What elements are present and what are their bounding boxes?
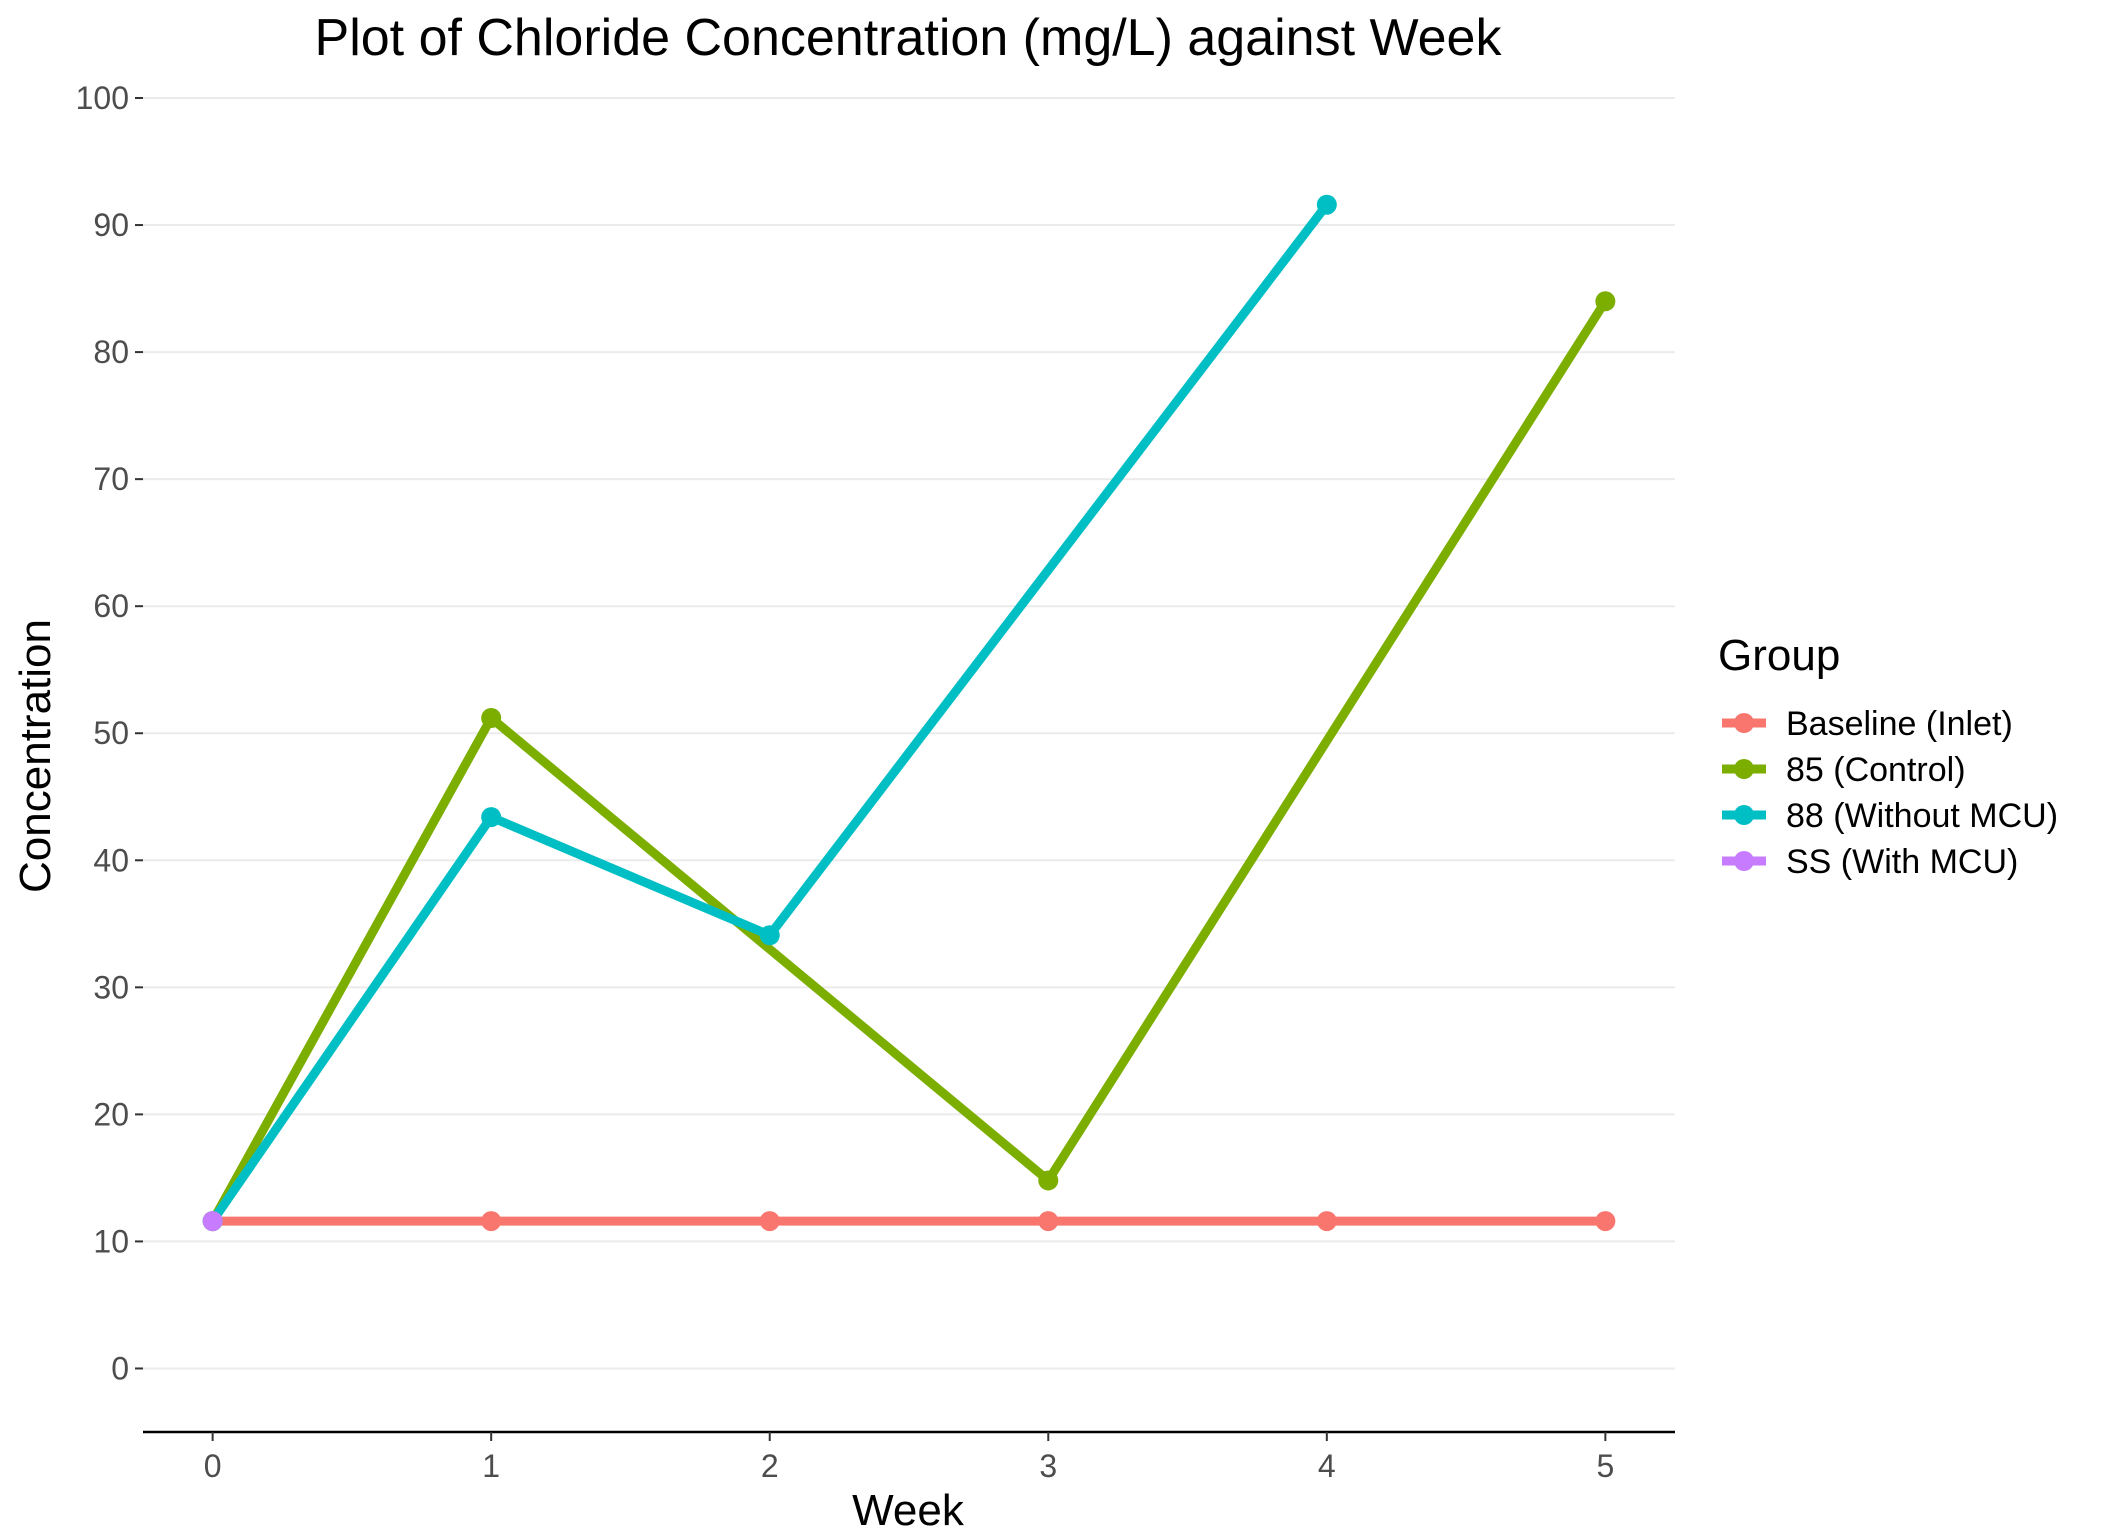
data-point [1595,291,1616,312]
legend-key-point [1734,851,1754,871]
data-point [481,807,502,828]
y-tick-label: 10 [93,1223,129,1259]
y-axis-title: Concentration [11,619,60,893]
y-tick-label: 70 [93,461,129,497]
series-line-2 [208,200,1332,1226]
y-tick-label: 0 [111,1350,129,1386]
y-tick-label: 90 [93,207,129,243]
legend-label: 88 (Without MCU) [1786,797,2058,835]
series-layer [202,194,1616,1232]
chart-title: Plot of Chloride Concentration (mg/L) ag… [315,9,1503,67]
y-tick-label: 60 [93,588,129,624]
legend-label: 85 (Control) [1786,751,1966,789]
data-point [1316,194,1337,215]
x-tick-label: 4 [1318,1448,1336,1484]
legend-key-point [1734,759,1754,779]
y-axis: 0 10 20 30 40 50 60 70 80 90 100 [76,80,143,1386]
x-tick-label: 5 [1596,1448,1614,1484]
data-point [1316,1211,1337,1232]
legend-key-point [1734,805,1754,825]
data-point [202,1211,223,1232]
data-point [481,707,502,728]
y-tick-label: 30 [93,969,129,1005]
data-point [759,925,780,946]
legend-title: Group [1718,631,1840,680]
x-axis-title: Week [852,1486,965,1535]
x-axis: 0 1 2 3 4 5 [143,1430,1675,1484]
data-point [1595,1211,1616,1232]
data-point [1038,1211,1059,1232]
x-tick-label: 3 [1039,1448,1057,1484]
y-tick-label: 20 [93,1096,129,1132]
y-tick-label: 100 [76,80,129,116]
legend-label: Baseline (Inlet) [1786,705,2013,743]
series-line-1 [208,296,1610,1226]
data-point [481,1211,502,1232]
y-tick-label: 50 [93,715,129,751]
y-tick-label: 40 [93,842,129,878]
legend: Group Baseline (Inlet) 85 (Control) 88 (Wi… [1718,631,2058,881]
gridlines [143,97,1675,1370]
x-tick-label: 1 [482,1448,500,1484]
data-point [759,1211,780,1232]
legend-key-point [1734,713,1754,733]
y-tick-label: 80 [93,334,129,370]
x-tick-label: 2 [761,1448,779,1484]
legend-label: SS (With MCU) [1786,843,2018,881]
data-point [1038,1170,1059,1191]
x-tick-label: 0 [204,1448,222,1484]
